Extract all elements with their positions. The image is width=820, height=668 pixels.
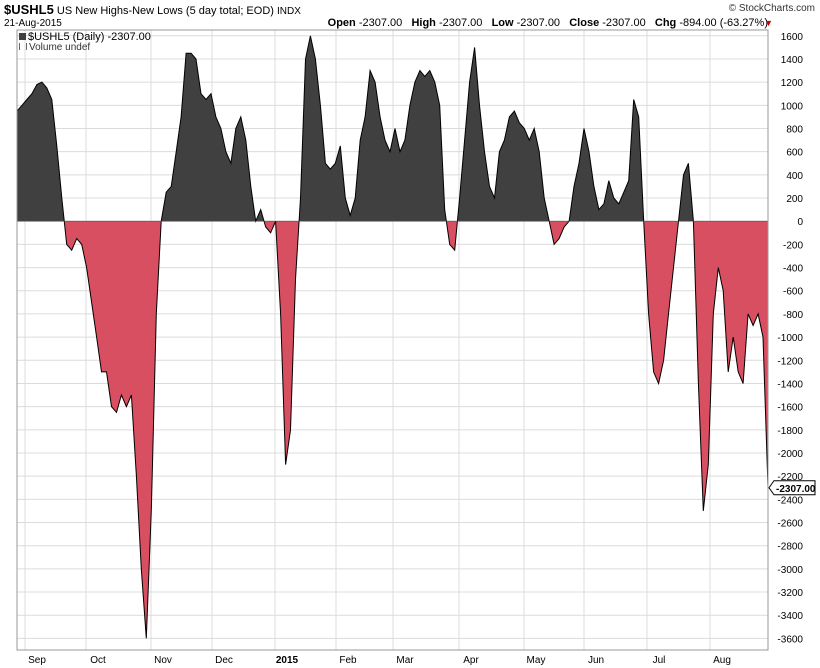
close-label: Close bbox=[569, 17, 600, 29]
y-axis: 1600 1400 1200 1000 800 600 400 200 0 -200 -400 -60… bbox=[777, 32, 803, 646]
y-tick-label: -800 bbox=[783, 310, 803, 321]
close-value: -2307.00 bbox=[602, 17, 646, 29]
last-value-label: -2307.00 bbox=[768, 480, 816, 496]
legend-volume: Volume undef bbox=[19, 42, 90, 53]
x-tick-label: Mar bbox=[396, 655, 414, 666]
positive-area bbox=[17, 35, 768, 222]
low-label: Low bbox=[491, 17, 514, 29]
y-tick-label: -1800 bbox=[777, 426, 803, 437]
x-tick-label: Jul bbox=[653, 655, 666, 666]
y-tick-label: -1600 bbox=[777, 403, 803, 414]
volume-bars-icon bbox=[19, 43, 27, 50]
chg-label: Chg bbox=[654, 17, 677, 29]
x-tick-label: Sep bbox=[28, 655, 46, 666]
ohlc-readout: Open -2307.00 High -2307.00 Low -2307.00… bbox=[328, 17, 768, 29]
x-tick-label: Apr bbox=[463, 655, 479, 666]
y-tick-label: -1000 bbox=[777, 333, 803, 344]
y-tick-label: -3200 bbox=[777, 588, 803, 599]
y-tick-label: -2200 bbox=[777, 472, 803, 483]
x-tick-label: 2015 bbox=[276, 655, 299, 666]
open-label: Open bbox=[327, 17, 356, 29]
title-block: $USHL5 US New Highs-New Lows (5 day tota… bbox=[4, 2, 301, 17]
y-tick-label: -3000 bbox=[777, 565, 803, 576]
y-tick-label: -3400 bbox=[777, 611, 803, 622]
copyright: © StockCharts.com bbox=[728, 3, 815, 14]
chg-down-arrow-icon: ▼ bbox=[764, 18, 773, 28]
last-value-box bbox=[768, 480, 816, 496]
series-swatch-icon bbox=[19, 33, 26, 40]
y-tick-label: 1400 bbox=[781, 55, 804, 66]
y-tick-label: 400 bbox=[786, 171, 803, 182]
y-tick-label: -2400 bbox=[777, 495, 803, 506]
y-tick-label: 800 bbox=[786, 125, 803, 136]
chg-value: -894.00 (-63.27%) bbox=[679, 17, 768, 29]
low-value: -2307.00 bbox=[516, 17, 561, 29]
x-tick-label: Nov bbox=[154, 655, 172, 666]
high-label: High bbox=[411, 17, 436, 29]
x-axis: Sep Oct Nov Dec 2015 Feb Mar Apr May Jun Jul Aug bbox=[28, 655, 731, 666]
y-tick-label: 0 bbox=[797, 217, 803, 228]
y-tick-label: -1200 bbox=[777, 356, 803, 367]
legend-series: $USHL5 (Daily) -2307.00 bbox=[19, 31, 151, 43]
chart-areas bbox=[16, 35, 769, 639]
plot-border bbox=[16, 29, 769, 651]
x-tick-label: May bbox=[527, 655, 546, 666]
y-tick-label: -1400 bbox=[777, 379, 803, 390]
y-tick-label: 1600 bbox=[781, 32, 804, 43]
open-value: -2307.00 bbox=[358, 17, 403, 29]
y-tick-label: -2600 bbox=[777, 519, 803, 530]
description: US New Highs-New Lows (5 day total; EOD) bbox=[56, 5, 274, 17]
y-tick-label: 1000 bbox=[781, 101, 804, 112]
legend-series-label: $USHL5 (Daily) -2307.00 bbox=[28, 31, 151, 43]
x-tick-label: Feb bbox=[339, 655, 357, 666]
y-tick-label: 200 bbox=[786, 194, 803, 205]
date: 21-Aug-2015 bbox=[4, 18, 62, 29]
y-tick-label: -2800 bbox=[777, 542, 803, 553]
x-tick-label: Dec bbox=[215, 655, 233, 666]
negative-area bbox=[64, 221, 768, 639]
series-line bbox=[16, 35, 769, 639]
y-tick-label: -400 bbox=[783, 264, 803, 275]
y-tick-label: -200 bbox=[783, 240, 803, 251]
x-tick-label: Oct bbox=[90, 655, 106, 666]
last-value-text: -2307.00 bbox=[776, 484, 816, 495]
symbol: $USHL5 bbox=[4, 2, 54, 17]
exchange: INDX bbox=[277, 6, 301, 17]
y-tick-label: -3600 bbox=[777, 634, 803, 645]
y-tick-label: 1200 bbox=[781, 78, 804, 89]
y-tick-label: -600 bbox=[783, 287, 803, 298]
legend-volume-label: Volume undef bbox=[29, 42, 91, 53]
x-tick-label: Aug bbox=[713, 655, 731, 666]
y-tick-label: -2000 bbox=[777, 449, 803, 460]
x-tick-label: Jun bbox=[588, 655, 604, 666]
y-tick-label: 600 bbox=[786, 148, 803, 159]
high-value: -2307.00 bbox=[438, 17, 483, 29]
